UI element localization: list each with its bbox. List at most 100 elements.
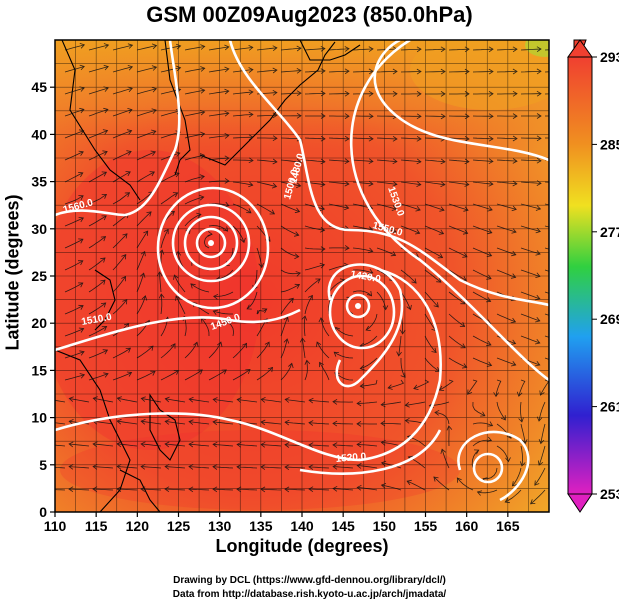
- streamline-arrowhead: [368, 180, 374, 187]
- streamline-arrowhead: [175, 250, 182, 256]
- typhoon-markers: [208, 240, 361, 309]
- streamline: [112, 151, 132, 161]
- streamline-arrowhead: [464, 68, 470, 75]
- streamline: [184, 176, 205, 183]
- streamline-arrowhead: [480, 411, 486, 417]
- streamline: [496, 225, 517, 233]
- streamline: [400, 203, 421, 211]
- y-tick-label: 45: [31, 79, 47, 95]
- streamline: [136, 345, 154, 359]
- streamline: [64, 109, 85, 117]
- streamline: [482, 467, 498, 480]
- streamline: [304, 48, 325, 51]
- streamline-arrowhead: [320, 181, 326, 188]
- streamline-arrowhead: [344, 180, 350, 187]
- streamline: [406, 480, 426, 491]
- streamline-arrowhead: [411, 278, 417, 284]
- streamline-arrowhead: [103, 107, 109, 114]
- streamline-arrowhead: [141, 295, 148, 301]
- streamline-arrowhead: [511, 481, 518, 487]
- streamline: [472, 203, 493, 211]
- streamline: [184, 111, 205, 117]
- greenish-corner: [525, 40, 549, 57]
- streamline-arrowhead: [294, 231, 300, 237]
- streamline-arrowhead: [122, 298, 128, 305]
- streamline-arrowhead: [248, 157, 254, 164]
- streamline-arrowhead: [464, 135, 470, 142]
- streamline-arrowhead: [175, 65, 182, 72]
- streamline-arrowhead: [416, 68, 422, 75]
- streamline: [64, 238, 84, 249]
- streamline: [261, 421, 282, 425]
- streamline-arrowhead: [288, 362, 294, 369]
- colorbar-top-arrow-tip: [567, 39, 593, 58]
- streamline: [496, 203, 517, 210]
- streamline: [88, 373, 109, 381]
- streamline-arrowhead: [175, 295, 181, 301]
- y-tick-label: 5: [39, 457, 47, 473]
- streamline-arrowhead: [260, 397, 266, 403]
- streamline-arrowhead: [320, 68, 326, 74]
- streamline: [376, 247, 396, 256]
- streamline-arrowhead: [174, 172, 180, 178]
- streamline: [333, 488, 354, 491]
- y-tick-label: 15: [31, 362, 47, 378]
- colorbar-tick-label: 261: [600, 399, 619, 415]
- streamline-arrowhead: [440, 46, 446, 53]
- streamline-arrowhead: [92, 396, 98, 402]
- streamline: [256, 47, 277, 51]
- streamline: [540, 423, 546, 444]
- streamline-arrowhead: [151, 43, 158, 50]
- streamline-arrowhead: [467, 389, 473, 395]
- streamline-arrowhead: [463, 206, 469, 212]
- streamline: [544, 313, 549, 316]
- streamline: [328, 203, 349, 209]
- streamline: [261, 399, 282, 403]
- streamline-arrowhead: [396, 351, 402, 357]
- streamline: [64, 217, 84, 227]
- streamline: [93, 443, 114, 447]
- streamline-arrowhead: [212, 486, 218, 493]
- streamline-arrowhead: [127, 65, 134, 71]
- streamline-arrowhead: [149, 171, 155, 177]
- streamline: [520, 203, 541, 210]
- streamline: [117, 420, 138, 425]
- streamline: [472, 159, 493, 162]
- streamline: [160, 192, 178, 205]
- graticule: [55, 40, 549, 512]
- streamline-arrowhead: [440, 181, 446, 188]
- streamline-arrowhead: [368, 90, 374, 97]
- streamline: [472, 439, 492, 447]
- streamline-arrowhead: [431, 347, 437, 354]
- streamline-arrowhead: [359, 365, 365, 371]
- streamline: [472, 71, 494, 73]
- streamline-arrowhead: [125, 171, 131, 177]
- streamline: [212, 488, 234, 491]
- streamline-arrowhead: [101, 325, 108, 331]
- streamline-arrowhead: [190, 283, 196, 289]
- streamline-arrowhead: [332, 463, 338, 470]
- streamline-arrowhead: [488, 113, 494, 120]
- streamline: [520, 269, 541, 277]
- streamline: [237, 444, 258, 447]
- streamline-arrowhead: [124, 192, 131, 198]
- streamline: [280, 269, 301, 275]
- height-contours: [55, 40, 549, 502]
- streamline-arrowhead: [366, 291, 373, 297]
- streamline-arrowhead: [262, 308, 268, 314]
- streamline: [232, 47, 253, 51]
- streamline: [285, 399, 306, 403]
- streamline-arrowhead: [380, 420, 386, 427]
- streamline: [360, 357, 378, 369]
- streamline: [64, 151, 84, 161]
- contour-west-coast: [55, 40, 181, 217]
- streamline: [285, 421, 306, 425]
- streamline-arrowhead: [267, 366, 273, 373]
- streamline-arrowhead: [169, 210, 175, 216]
- streamline-arrowhead: [200, 131, 206, 138]
- streamline: [512, 467, 522, 487]
- streamline: [160, 67, 181, 73]
- streamline-arrowhead: [125, 347, 132, 353]
- streamline: [88, 87, 109, 95]
- streamline-arrowhead: [294, 253, 300, 260]
